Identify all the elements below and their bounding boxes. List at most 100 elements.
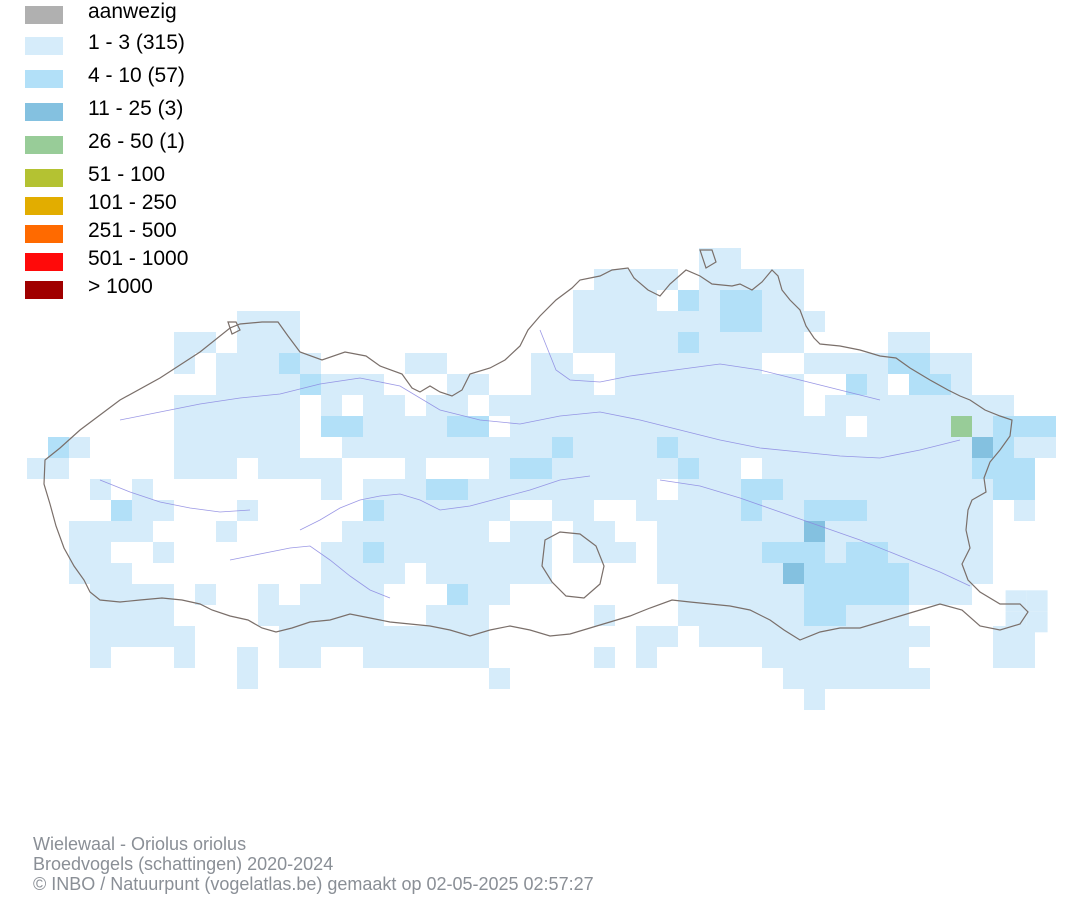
grid-cell: [867, 374, 888, 395]
grid-cell: [783, 647, 804, 668]
legend-swatch: [25, 253, 63, 271]
grid-cell: [363, 437, 384, 458]
grid-cell: [279, 311, 300, 332]
grid-cell: [1014, 647, 1035, 668]
grid-cell: [804, 500, 825, 521]
legend-label: 251 - 500: [88, 219, 177, 242]
grid-cell: [531, 353, 552, 374]
grid-cell: [804, 311, 825, 332]
legend-label: 26 - 50 (1): [88, 130, 185, 153]
grid-cell: [552, 416, 573, 437]
grid-cell: [762, 500, 783, 521]
grid-cell: [909, 416, 930, 437]
grid-cell: [153, 500, 174, 521]
grid-cell: [321, 458, 342, 479]
grid-cell: [279, 458, 300, 479]
grid-cell: [573, 374, 594, 395]
dataset-name: Broedvogels (schattingen) 2020-2024: [33, 854, 334, 874]
grid-cell: [846, 353, 867, 374]
grid-cell: [972, 437, 993, 458]
grid-cell: [174, 626, 195, 647]
grid-cell: [237, 374, 258, 395]
legend-label: 51 - 100: [88, 163, 166, 186]
legend-swatch: [25, 169, 63, 187]
legend-swatch: [25, 37, 63, 55]
grid-cell: [594, 542, 615, 563]
grid-cell: [426, 353, 447, 374]
grid-cell: [951, 500, 972, 521]
grid-cell: [636, 458, 657, 479]
grid-cell: [384, 500, 405, 521]
grid-cell: [216, 458, 237, 479]
grid-cell: [426, 626, 447, 647]
grid-cell: [489, 479, 510, 500]
grid-cell: [573, 500, 594, 521]
grid-cell: [888, 416, 909, 437]
grid-cell: [594, 437, 615, 458]
grid-cell: [657, 353, 678, 374]
grid-cell: [363, 521, 384, 542]
grid-cell: [552, 437, 573, 458]
grid-cell: [699, 374, 720, 395]
grid-cell: [237, 416, 258, 437]
grid-cell: [174, 332, 195, 353]
grid-cell: [783, 479, 804, 500]
grid-cell: [930, 479, 951, 500]
grid-cell: [615, 437, 636, 458]
grid-cell: [657, 374, 678, 395]
region-borders: [43, 249, 1029, 641]
legend-swatch: [25, 136, 63, 154]
grid-cell: [426, 395, 447, 416]
grid-cell: [594, 269, 615, 290]
grid-cell: [594, 395, 615, 416]
legend-label: aanwezig: [88, 0, 177, 23]
grid-cell: [972, 458, 993, 479]
grid-cell: [972, 563, 993, 584]
border-line: [227, 321, 241, 335]
grid-cell: [132, 626, 153, 647]
grid-cell: [384, 563, 405, 584]
grid-cell: [258, 416, 279, 437]
river-line: [229, 545, 391, 599]
grid-cell: [1014, 458, 1035, 479]
grid-cell: [615, 374, 636, 395]
grid-cell: [867, 668, 888, 689]
river-line: [119, 377, 961, 459]
grid-cell: [468, 521, 489, 542]
grid-cell: [699, 332, 720, 353]
grid-cell: [279, 416, 300, 437]
grid-cell: [279, 395, 300, 416]
grid-cell: [846, 395, 867, 416]
grid-cell: [720, 248, 741, 269]
grid-cell: [657, 626, 678, 647]
grid-cell: [678, 605, 699, 626]
grid-cell: [909, 332, 930, 353]
grid-cell: [447, 584, 468, 605]
legend-label: 101 - 250: [88, 191, 177, 214]
grid-cell: [363, 416, 384, 437]
grid-cell: [699, 290, 720, 311]
grid-cell: [825, 542, 846, 563]
grid-cell: [321, 479, 342, 500]
grid-cell: [762, 563, 783, 584]
grid-cell: [741, 584, 762, 605]
grid-cell: [447, 563, 468, 584]
grid-cell: [531, 395, 552, 416]
grid-cell: [468, 647, 489, 668]
grid-cell: [237, 647, 258, 668]
grid-cell: [741, 374, 762, 395]
grid-cell: [132, 584, 153, 605]
grid-cell: [951, 437, 972, 458]
grid-cell: [615, 332, 636, 353]
grid-cell: [762, 542, 783, 563]
grid-cell: [804, 605, 825, 626]
grid-cell: [489, 395, 510, 416]
grid-cell: [783, 668, 804, 689]
grid-cell: [678, 521, 699, 542]
grid-cell: [804, 584, 825, 605]
grid-cell: [258, 395, 279, 416]
grid-cell: [783, 311, 804, 332]
grid-cell: [1005, 611, 1027, 633]
grid-cell: [342, 563, 363, 584]
